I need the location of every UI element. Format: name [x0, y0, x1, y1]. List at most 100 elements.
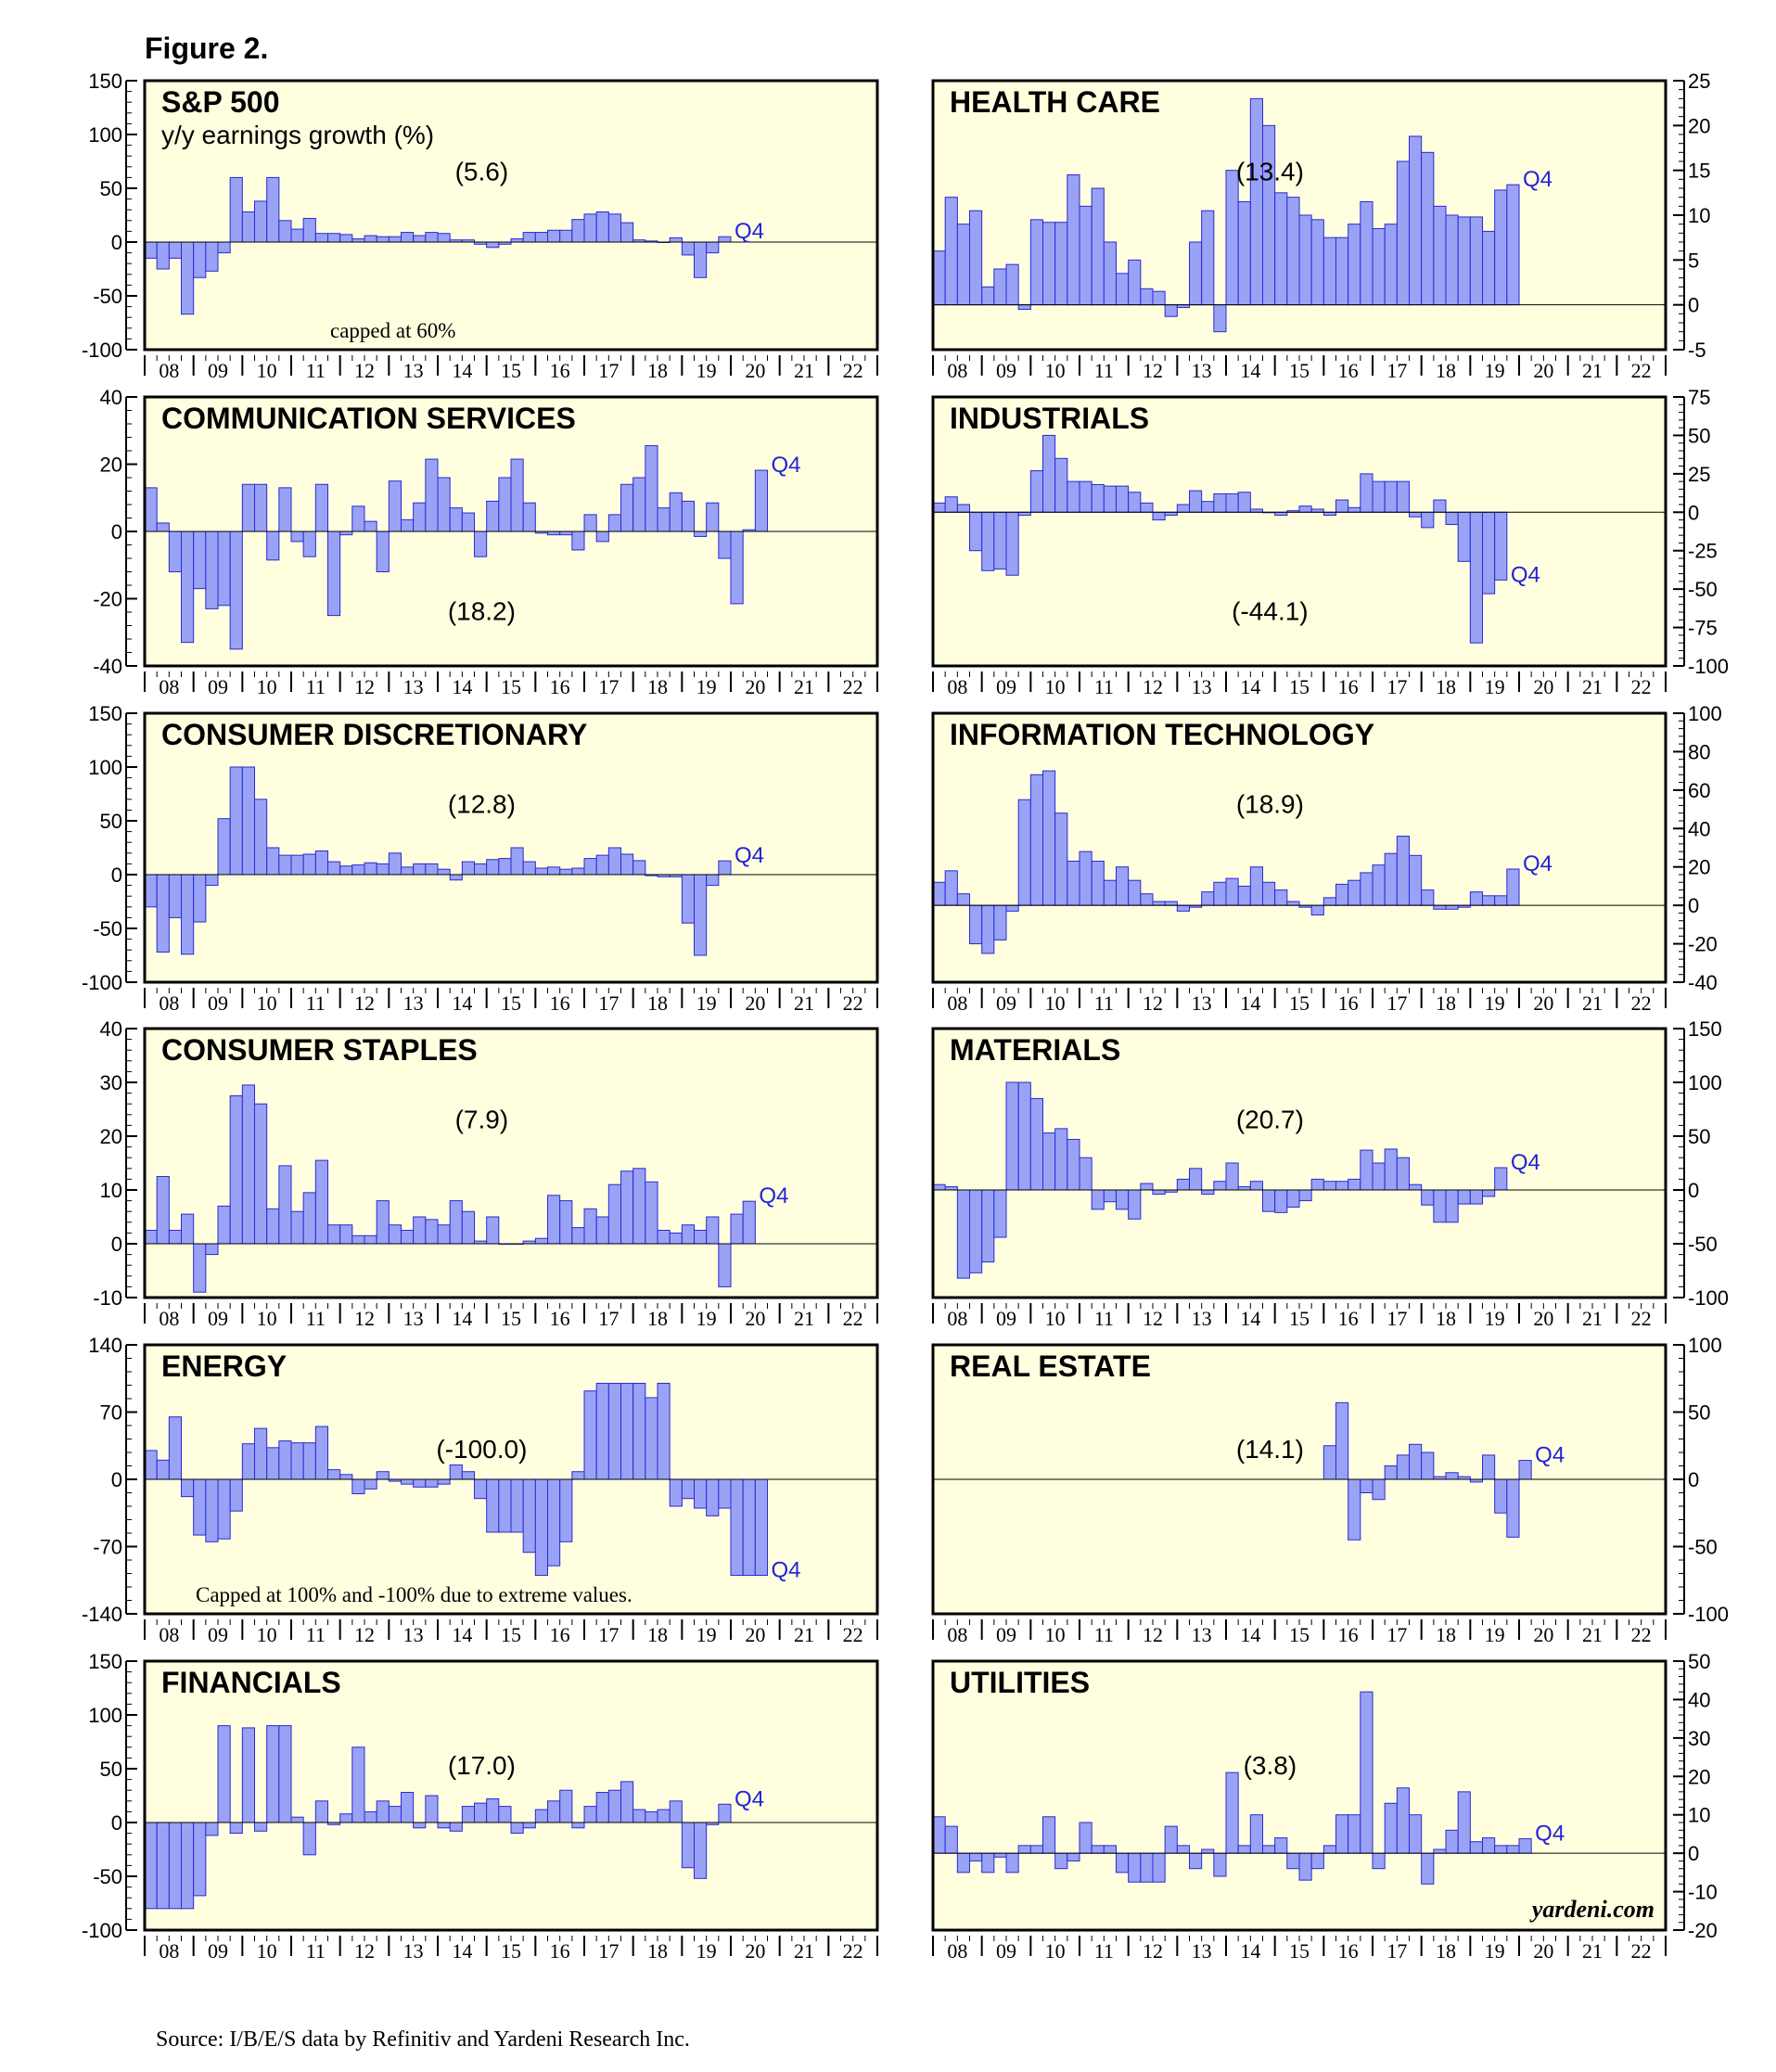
bar-sandp-500-q24	[425, 232, 439, 243]
bar-materials-q2	[944, 1186, 958, 1191]
y-tick-label: 20	[100, 454, 122, 477]
bar-materials-q41	[1421, 1189, 1435, 1206]
bar-information-technology-q46	[1482, 895, 1496, 906]
bar-financials-q7	[217, 1725, 231, 1823]
bars-utilities	[932, 1691, 1532, 1885]
bar-consumer-staples-q46	[694, 1230, 708, 1245]
x-tick-label: 22	[1631, 359, 1652, 382]
bar-communication-services-q1	[144, 487, 158, 532]
q4-label: Q4	[1535, 1443, 1565, 1468]
y-tick-label: -50	[1688, 1536, 1718, 1559]
x-tick-label: 17	[598, 359, 619, 382]
bar-sandp-500-q16	[327, 233, 341, 243]
bar-materials-q43	[1445, 1189, 1459, 1223]
x-tick-label: 18	[1436, 675, 1456, 698]
y-tick-label: -25	[1688, 540, 1718, 563]
panel-frame	[931, 395, 1667, 668]
y-tick-label: 50	[1688, 424, 1710, 447]
x-tick-label: 19	[1485, 1307, 1505, 1330]
bar-consumer-discretionary-q10	[254, 799, 268, 876]
bar-industrials-q2	[944, 496, 958, 513]
y-tick-label: 100	[1688, 702, 1722, 725]
bar-materials-q12	[1067, 1138, 1080, 1191]
q4-label: Q4	[772, 453, 801, 478]
bar-consumer-discretionary-q4	[181, 874, 195, 955]
x-tick-label: 19	[696, 1307, 717, 1330]
x-tick-label: 12	[1143, 1623, 1163, 1646]
bar-health-care-q33	[1322, 237, 1336, 306]
x-tick-label: 18	[1436, 1307, 1456, 1330]
bar-real-estate-q46	[1482, 1454, 1496, 1480]
bar-consumer-discretionary-q46	[694, 874, 708, 956]
x-tick-label: 20	[745, 991, 765, 1015]
bar-energy-q24	[425, 1478, 439, 1488]
x-tick-label: 14	[452, 1623, 472, 1646]
x-tick-label: 15	[1289, 1623, 1310, 1646]
x-tick-label: 20	[1533, 1939, 1553, 1963]
x-tick-label: 21	[1582, 1623, 1603, 1646]
bar-health-care-q41	[1421, 151, 1435, 306]
bar-industrials-q5	[981, 511, 995, 571]
bar-consumer-discretionary-q29	[486, 859, 500, 876]
bar-sandp-500-q33	[534, 232, 549, 243]
x-tick-label: 10	[257, 1939, 277, 1963]
bar-communication-services-q21	[388, 480, 402, 532]
x-tick-label: 13	[1192, 991, 1212, 1015]
bar-materials-q39	[1396, 1157, 1410, 1191]
bar-utilities-q37	[1372, 1852, 1386, 1870]
bar-consumer-staples-q19	[364, 1234, 377, 1245]
bar-consumer-discretionary-q14	[302, 853, 316, 876]
bar-utilities-q43	[1445, 1829, 1459, 1854]
bar-materials-q18	[1140, 1183, 1154, 1191]
y-tick-label: 10	[100, 1179, 122, 1202]
bar-information-technology-q40	[1409, 854, 1423, 906]
bar-consumer-discretionary-q41	[632, 860, 646, 876]
bar-materials-q13	[1079, 1157, 1092, 1191]
bar-financials-q21	[388, 1806, 402, 1823]
bar-sandp-500-q45	[681, 241, 696, 256]
x-tick-label: 12	[1143, 1939, 1163, 1963]
bar-sandp-500-q4	[181, 241, 195, 315]
bar-materials-q22	[1189, 1168, 1203, 1191]
bar-energy-q18	[351, 1478, 365, 1495]
bar-energy-q9	[241, 1443, 255, 1480]
x-tick-label: 13	[1192, 675, 1212, 698]
bar-information-technology-q38	[1384, 852, 1398, 906]
bar-industrials-q32	[1310, 508, 1324, 513]
bar-sandp-500-q47	[706, 241, 720, 254]
bar-materials-q26	[1237, 1186, 1251, 1191]
x-tick-label: 21	[794, 1623, 814, 1646]
x-tick-label: 10	[1045, 1939, 1066, 1963]
bar-consumer-staples-q50	[742, 1200, 756, 1245]
bar-materials-q7	[1005, 1081, 1019, 1191]
bar-health-care-q48	[1506, 184, 1520, 306]
bar-energy-q43	[657, 1382, 671, 1480]
bar-health-care-q16	[1116, 273, 1130, 306]
x-tick-label: 20	[1533, 1623, 1553, 1646]
bar-materials-q38	[1384, 1148, 1398, 1191]
bar-materials-q24	[1213, 1181, 1227, 1191]
x-tick-label: 14	[1240, 1939, 1260, 1963]
x-tick-label: 10	[257, 675, 277, 698]
bar-real-estate-q40	[1409, 1443, 1423, 1480]
bar-health-care-q19	[1152, 290, 1166, 306]
bar-communication-services-q16	[327, 531, 341, 617]
bar-communication-services-q35	[559, 531, 573, 536]
bar-health-care-q15	[1103, 241, 1117, 306]
q4-label: Q4	[1511, 562, 1540, 587]
bar-consumer-staples-q26	[449, 1200, 463, 1245]
bar-materials-q21	[1176, 1178, 1190, 1191]
bar-industrials-q27	[1249, 508, 1263, 513]
bar-health-care-q3	[956, 224, 970, 306]
bar-sandp-500-q40	[620, 222, 634, 243]
bar-health-care-q27	[1249, 97, 1263, 306]
bar-utilities-q28	[1262, 1845, 1276, 1854]
bar-utilities-q12	[1067, 1852, 1080, 1861]
y-tick-label: -50	[1688, 578, 1718, 601]
bar-consumer-discretionary-q1	[144, 874, 158, 908]
bar-health-care-q35	[1348, 224, 1361, 306]
bar-industrials-q10	[1042, 434, 1056, 513]
x-tick-label: 18	[1436, 991, 1456, 1015]
x-tick-label: 13	[403, 1623, 424, 1646]
